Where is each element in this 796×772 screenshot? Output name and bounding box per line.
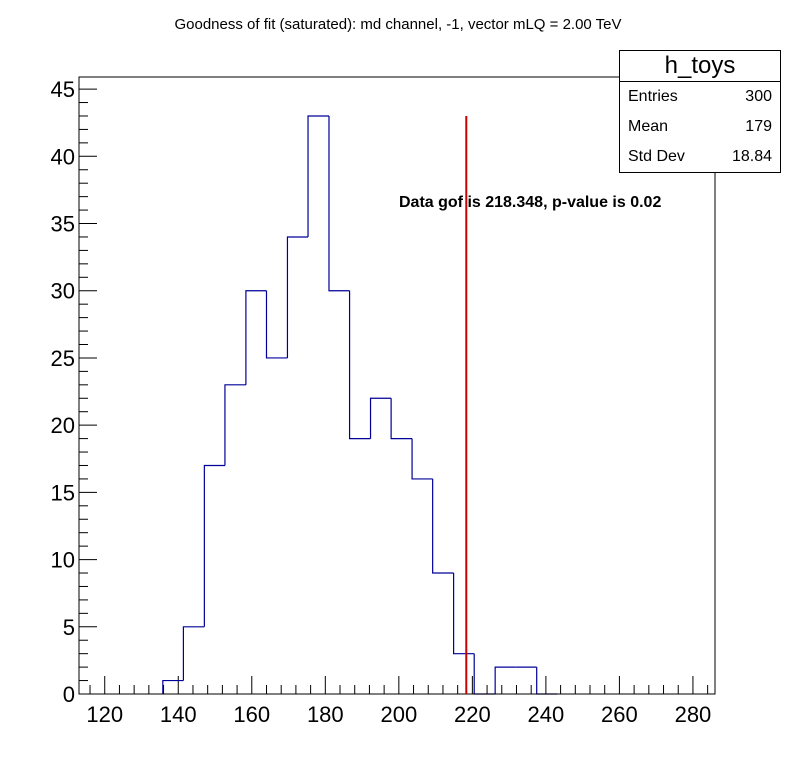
histogram-bin	[224, 384, 246, 466]
histogram-bin	[328, 115, 350, 292]
x-tick-label: 140	[160, 702, 197, 727]
y-tick-label: 35	[51, 212, 75, 237]
y-tick-label: 15	[51, 480, 75, 505]
axis-ticks	[79, 88, 709, 695]
histogram-bin	[494, 666, 516, 694]
y-tick-label: 25	[51, 346, 75, 371]
histogram-bin	[265, 290, 288, 359]
x-tick-label: 160	[233, 702, 270, 727]
chart-title: Goodness of fit (saturated): md channel,…	[174, 16, 622, 33]
histogram-bin	[286, 236, 309, 358]
stats-row-mean: Mean 179	[620, 112, 780, 142]
stats-value: 179	[745, 118, 772, 135]
y-tick-label: 40	[51, 144, 75, 169]
stats-row-entries: Entries 300	[620, 82, 780, 112]
x-tick-label: 200	[380, 702, 417, 727]
x-tick-label: 280	[675, 702, 712, 727]
histogram-bin	[203, 464, 225, 627]
stats-value: 18.84	[731, 148, 772, 165]
histogram-bin	[536, 667, 558, 695]
histogram-bins	[162, 115, 558, 695]
x-tick-label: 180	[307, 702, 344, 727]
histogram-bin	[182, 626, 205, 681]
stats-box-title: h_toys	[620, 51, 780, 82]
stats-row-std-dev: Std Dev 18.84	[620, 142, 780, 172]
axis-tick-labels: 120 140 160 180 200 220 240 260 280 0 5 10 15 20 25 30 3…	[51, 77, 712, 727]
stats-value: 300	[745, 88, 772, 105]
x-tick-label: 240	[528, 702, 565, 727]
y-tick-label: 0	[63, 682, 75, 707]
histogram-bin	[411, 438, 433, 480]
histogram-bin	[432, 478, 454, 574]
y-tick-label: 10	[51, 548, 75, 573]
x-tick-label: 120	[86, 702, 123, 727]
stats-label: Mean	[628, 118, 669, 135]
histogram-bin	[348, 290, 371, 440]
y-tick-label: 5	[63, 615, 75, 640]
x-tick-label: 260	[601, 702, 638, 727]
stats-label: Entries	[628, 88, 678, 105]
plot-frame	[78, 76, 716, 695]
histogram-bin	[473, 653, 496, 695]
histogram-bin	[453, 573, 475, 655]
y-tick-label: 45	[51, 77, 75, 102]
histogram-bin	[307, 115, 329, 237]
y-tick-label: 30	[51, 279, 75, 304]
stats-box: h_toys Entries 300 Mean 179 Std Dev 18.8…	[619, 50, 781, 173]
data-gof-annotation: Data gof is 218.348, p-value is 0.02	[399, 194, 661, 211]
stats-label: Std Dev	[628, 148, 685, 165]
histogram-bin	[390, 398, 413, 440]
histogram-bin	[245, 290, 267, 385]
histogram-bin	[162, 679, 184, 694]
y-tick-label: 20	[51, 413, 75, 438]
x-tick-label: 220	[454, 702, 491, 727]
histogram-bin	[369, 397, 392, 439]
